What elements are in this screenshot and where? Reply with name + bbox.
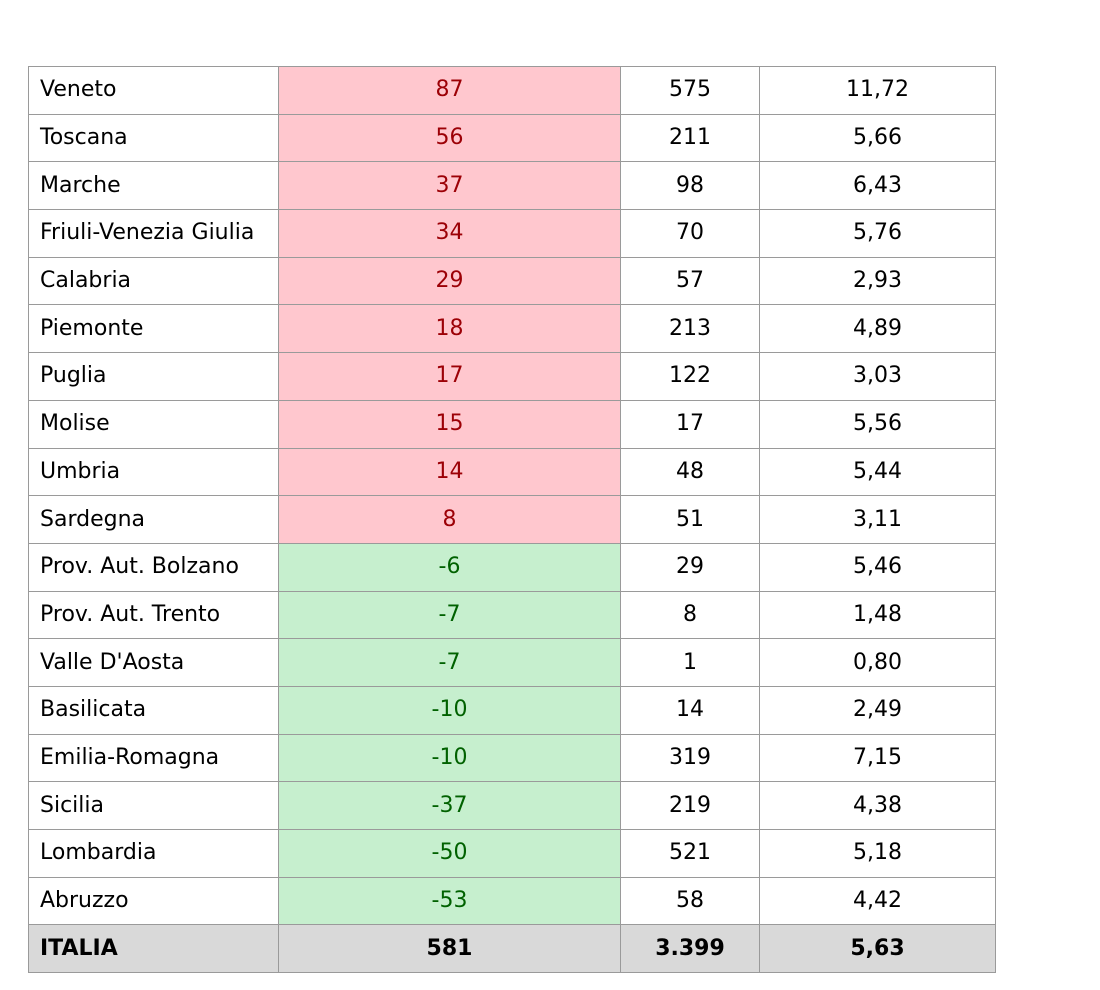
value-cell[interactable]: 70 xyxy=(620,209,760,258)
region-cell[interactable]: Prov. Aut. Trento xyxy=(28,590,279,640)
value-cell[interactable]: 57 xyxy=(620,256,760,306)
region-cell[interactable]: Emilia-Romagna xyxy=(28,733,279,783)
change-cell[interactable]: -10 xyxy=(278,733,621,783)
table-row: Abruzzo -53 58 4,42 xyxy=(28,876,996,926)
value-cell[interactable]: 14 xyxy=(620,685,760,735)
value-cell[interactable]: 213 xyxy=(620,304,760,354)
change-cell[interactable]: 18 xyxy=(278,304,621,354)
change-cell[interactable]: 17 xyxy=(278,352,621,401)
ratio-cell[interactable]: 3,03 xyxy=(759,352,996,401)
ratio-cell[interactable]: 5,18 xyxy=(759,829,996,878)
table-row: Veneto 87 575 11,72 xyxy=(28,66,996,115)
table-row: Valle D'Aosta -7 1 0,80 xyxy=(28,638,996,687)
ratio-cell[interactable]: 5,56 xyxy=(759,399,996,449)
ratio-cell[interactable]: 5,44 xyxy=(759,447,996,497)
region-cell[interactable]: Basilicata xyxy=(28,685,279,735)
ratio-cell[interactable]: 3,11 xyxy=(759,495,996,544)
change-cell[interactable]: -50 xyxy=(278,829,621,878)
change-cell[interactable]: -37 xyxy=(278,781,621,830)
region-cell[interactable]: Piemonte xyxy=(28,304,279,354)
data-grid: Veneto 87 575 11,72 Toscana 56 211 5,66 Marche 37… xyxy=(28,66,996,974)
region-cell[interactable]: Umbria xyxy=(28,447,279,497)
change-cell[interactable]: 8 xyxy=(278,495,621,544)
change-cell[interactable]: 34 xyxy=(278,209,621,258)
value-cell[interactable]: 211 xyxy=(620,113,760,163)
total-value-cell[interactable]: 3.399 xyxy=(620,924,760,974)
table-row: Umbria 14 48 5,44 xyxy=(28,447,996,497)
region-cell[interactable]: Prov. Aut. Bolzano xyxy=(28,542,279,592)
value-cell[interactable]: 219 xyxy=(620,781,760,830)
value-cell[interactable]: 521 xyxy=(620,829,760,878)
region-cell[interactable]: Abruzzo xyxy=(28,876,279,926)
change-cell[interactable]: -7 xyxy=(278,638,621,687)
change-cell[interactable]: -6 xyxy=(278,542,621,592)
ratio-cell[interactable]: 7,15 xyxy=(759,733,996,783)
total-change-cell[interactable]: 581 xyxy=(278,924,621,974)
table-row: Sicilia -37 219 4,38 xyxy=(28,781,996,830)
change-cell[interactable]: 14 xyxy=(278,447,621,497)
region-cell[interactable]: Friuli-Venezia Giulia xyxy=(28,209,279,258)
regional-data-table: Veneto 87 575 11,72 Toscana 56 211 5,66 Marche 37… xyxy=(28,66,996,974)
ratio-cell[interactable]: 5,76 xyxy=(759,209,996,258)
value-cell[interactable]: 8 xyxy=(620,590,760,640)
ratio-cell[interactable]: 5,66 xyxy=(759,113,996,163)
change-cell[interactable]: -7 xyxy=(278,590,621,640)
value-cell[interactable]: 29 xyxy=(620,542,760,592)
value-cell[interactable]: 51 xyxy=(620,495,760,544)
table-row: Puglia 17 122 3,03 xyxy=(28,352,996,401)
value-cell[interactable]: 319 xyxy=(620,733,760,783)
value-cell[interactable]: 575 xyxy=(620,66,760,115)
table-row: Sardegna 8 51 3,11 xyxy=(28,495,996,544)
value-cell[interactable]: 17 xyxy=(620,399,760,449)
table-row: Prov. Aut. Bolzano -6 29 5,46 xyxy=(28,542,996,592)
ratio-cell[interactable]: 4,89 xyxy=(759,304,996,354)
region-cell[interactable]: Calabria xyxy=(28,256,279,306)
region-cell[interactable]: Puglia xyxy=(28,352,279,401)
region-cell[interactable]: Valle D'Aosta xyxy=(28,638,279,687)
table-row: Piemonte 18 213 4,89 xyxy=(28,304,996,354)
change-cell[interactable]: -10 xyxy=(278,685,621,735)
change-cell[interactable]: 37 xyxy=(278,161,621,211)
ratio-cell[interactable]: 0,80 xyxy=(759,638,996,687)
ratio-cell[interactable]: 4,42 xyxy=(759,876,996,926)
value-cell[interactable]: 58 xyxy=(620,876,760,926)
total-ratio-cell[interactable]: 5,63 xyxy=(759,924,996,974)
table-row: Calabria 29 57 2,93 xyxy=(28,256,996,306)
table-row: Emilia-Romagna -10 319 7,15 xyxy=(28,733,996,783)
ratio-cell[interactable]: 11,72 xyxy=(759,66,996,115)
value-cell[interactable]: 1 xyxy=(620,638,760,687)
table-body: Veneto 87 575 11,72 Toscana 56 211 5,66 Marche 37… xyxy=(28,66,996,974)
change-cell[interactable]: -53 xyxy=(278,876,621,926)
value-cell[interactable]: 98 xyxy=(620,161,760,211)
ratio-cell[interactable]: 2,93 xyxy=(759,256,996,306)
change-cell[interactable]: 15 xyxy=(278,399,621,449)
region-cell[interactable]: Sicilia xyxy=(28,781,279,830)
value-cell[interactable]: 48 xyxy=(620,447,760,497)
table-row: Toscana 56 211 5,66 xyxy=(28,113,996,163)
region-cell[interactable]: Veneto xyxy=(28,66,279,115)
table-row: Lombardia -50 521 5,18 xyxy=(28,829,996,878)
value-cell[interactable]: 122 xyxy=(620,352,760,401)
ratio-cell[interactable]: 6,43 xyxy=(759,161,996,211)
total-region-cell[interactable]: ITALIA xyxy=(28,924,279,974)
table-row: Molise 15 17 5,56 xyxy=(28,399,996,449)
region-cell[interactable]: Sardegna xyxy=(28,495,279,544)
change-cell[interactable]: 29 xyxy=(278,256,621,306)
region-cell[interactable]: Marche xyxy=(28,161,279,211)
table-row: Prov. Aut. Trento -7 8 1,48 xyxy=(28,590,996,640)
table-row: Friuli-Venezia Giulia 34 70 5,76 xyxy=(28,209,996,258)
ratio-cell[interactable]: 2,49 xyxy=(759,685,996,735)
change-cell[interactable]: 56 xyxy=(278,113,621,163)
total-row: ITALIA 581 3.399 5,63 xyxy=(28,924,996,974)
region-cell[interactable]: Toscana xyxy=(28,113,279,163)
region-cell[interactable]: Lombardia xyxy=(28,829,279,878)
table-row: Basilicata -10 14 2,49 xyxy=(28,685,996,735)
ratio-cell[interactable]: 5,46 xyxy=(759,542,996,592)
ratio-cell[interactable]: 4,38 xyxy=(759,781,996,830)
table-row: Marche 37 98 6,43 xyxy=(28,161,996,211)
change-cell[interactable]: 87 xyxy=(278,66,621,115)
ratio-cell[interactable]: 1,48 xyxy=(759,590,996,640)
region-cell[interactable]: Molise xyxy=(28,399,279,449)
